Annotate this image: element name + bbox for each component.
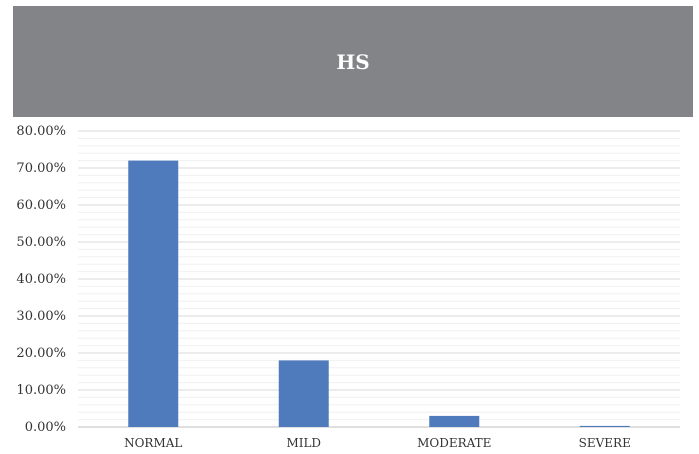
bar-moderate (429, 415, 480, 427)
gridlines (78, 130, 680, 428)
y-tick-label: 80.00% (16, 124, 66, 139)
x-category-label: MODERATE (417, 436, 491, 450)
x-axis-category-labels: NORMAL MILD MODERATE SEVERE (124, 436, 631, 450)
y-tick-label: 60.00% (16, 198, 66, 213)
y-tick-label: 40.00% (16, 272, 66, 287)
y-tick-label: 0.00% (25, 420, 66, 435)
y-tick-label: 30.00% (16, 309, 66, 324)
x-category-label: SEVERE (579, 436, 631, 450)
x-category-label: NORMAL (124, 436, 182, 450)
bar-severe (579, 425, 630, 427)
chart-title-banner: HS (13, 6, 693, 117)
chart-title: HS (336, 49, 370, 74)
y-axis-tick-labels: 0.00% 10.00% 20.00% 30.00% 40.00% 50.00% 60.00… (16, 124, 66, 435)
bar-normal (128, 160, 179, 427)
y-tick-label: 20.00% (16, 346, 66, 361)
y-tick-label: 50.00% (16, 235, 66, 250)
x-category-label: MILD (286, 436, 321, 450)
bars (128, 160, 630, 427)
y-tick-label: 10.00% (16, 383, 66, 398)
y-tick-label: 70.00% (16, 161, 66, 176)
bar-mild (278, 360, 329, 427)
